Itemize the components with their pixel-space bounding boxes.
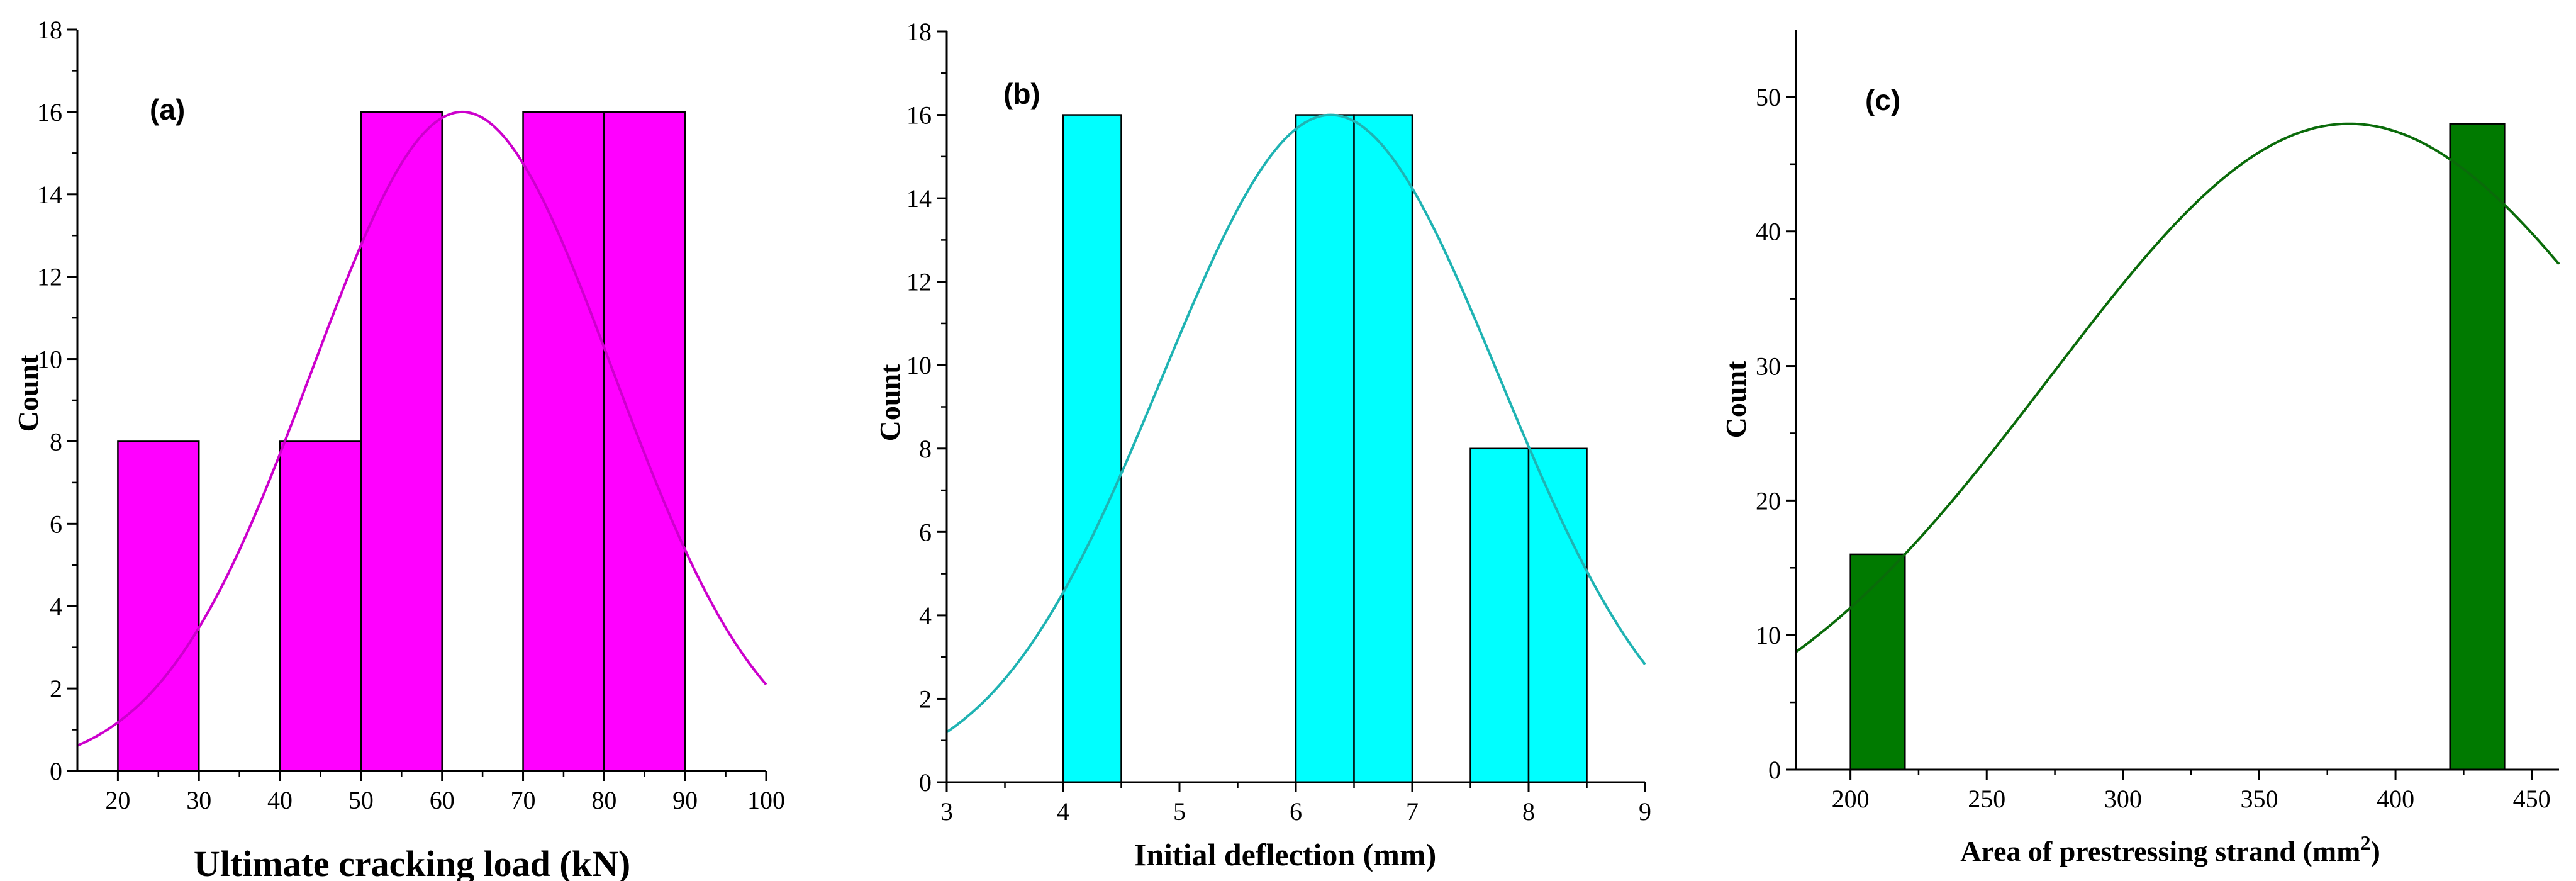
panel-label: (c)	[1865, 84, 1900, 116]
x-tick-label: 3	[940, 797, 953, 826]
x-axis-title-superscript: 2	[2360, 831, 2370, 854]
normal-fit-curve	[945, 113, 1646, 734]
y-tick-label: 8	[50, 427, 62, 456]
x-ticks: 3 4 5 6 7 8 9	[940, 782, 1651, 826]
bars	[117, 111, 686, 772]
bars	[1849, 123, 2506, 771]
bar-4	[603, 111, 686, 772]
panel-c: 200 250 300 350 400 450 0 10 20 30 40 50 (c) Area …	[1720, 30, 2560, 867]
y-tick-label: 20	[1756, 486, 1781, 515]
bar-2	[1353, 114, 1413, 783]
y-tick-label: 16	[37, 98, 62, 126]
bar-2	[360, 111, 443, 772]
y-ticks: 0 2 4 6 8 10 12 14 16 18	[37, 16, 77, 785]
bars	[1062, 114, 1588, 783]
x-ticks: 200 250 300 350 400 450	[1832, 770, 2551, 813]
x-axis-title-end: )	[2370, 835, 2380, 867]
axes	[1795, 30, 2559, 771]
bar-0	[1849, 553, 1906, 771]
y-tick-label: 40	[1756, 218, 1781, 246]
y-axis-title: Count	[874, 364, 906, 441]
x-tick-label: 7	[1406, 797, 1419, 826]
y-tick-label: 8	[919, 435, 932, 463]
x-tick-label: 6	[1290, 797, 1302, 826]
bar-0	[1062, 114, 1122, 783]
x-tick-label: 5	[1173, 797, 1186, 826]
y-tick-label: 14	[37, 181, 62, 209]
x-axis-title: Initial deflection (mm)	[1134, 837, 1436, 872]
x-tick-label: 50	[348, 786, 374, 814]
y-tick-label: 0	[1768, 756, 1781, 784]
y-tick-label: 12	[906, 268, 932, 296]
x-tick-label: 350	[2240, 785, 2278, 813]
x-tick-label: 40	[267, 786, 293, 814]
bar-1	[279, 441, 362, 772]
y-axis-title: Count	[1720, 361, 1752, 438]
y-tick-label: 10	[37, 345, 62, 374]
bar-3	[1469, 447, 1530, 783]
x-tick-label: 100	[747, 786, 785, 814]
y-ticks: 0 10 20 30 40 50	[1756, 83, 1796, 784]
x-tick-label: 60	[430, 786, 455, 814]
y-axis-title: Count	[12, 354, 44, 432]
x-tick-label: 450	[2513, 785, 2551, 813]
y-tick-label: 14	[906, 184, 932, 213]
y-tick-label: 6	[50, 510, 62, 538]
y-tick-label: 10	[906, 351, 932, 379]
y-tick-label: 2	[919, 685, 932, 713]
bar-1	[1295, 114, 1355, 783]
bar-3	[522, 111, 605, 772]
x-tick-label: 200	[1832, 785, 1870, 813]
panel-label: (b)	[1003, 77, 1040, 110]
x-axis-title: Ultimate cracking load (kN)	[194, 843, 630, 881]
y-tick-label: 16	[906, 101, 932, 130]
x-tick-label: 4	[1057, 797, 1069, 826]
x-ticks: 20 30 40 50 60 70 80 90 100	[105, 771, 785, 814]
x-tick-label: 70	[511, 786, 536, 814]
x-tick-label: 400	[2377, 785, 2414, 813]
y-tick-label: 10	[1756, 621, 1781, 649]
y-tick-label: 0	[50, 757, 62, 785]
y-tick-label: 4	[919, 602, 932, 630]
x-tick-label: 90	[672, 786, 698, 814]
normal-fit-curve	[1795, 122, 2560, 653]
x-tick-label: 80	[591, 786, 616, 814]
y-tick-label: 18	[906, 18, 932, 46]
x-tick-label: 250	[1968, 785, 2005, 813]
panel-label: (a)	[150, 93, 185, 126]
y-tick-label: 50	[1756, 83, 1781, 111]
y-tick-label: 6	[919, 518, 932, 546]
bar-4	[1527, 447, 1588, 783]
x-tick-label: 20	[105, 786, 130, 814]
y-tick-label: 0	[919, 768, 932, 797]
x-tick-label: 9	[1639, 797, 1651, 826]
x-tick-label: 30	[186, 786, 211, 814]
y-tick-label: 2	[50, 675, 62, 703]
panel-b: 3 4 5 6 7 8 9 0 2 4 6 8 10 12 14 16 18 (b) Initial defl…	[874, 18, 1651, 872]
bar-1	[2449, 123, 2506, 771]
y-ticks: 0 2 4 6 8 10 12 14 16 18	[906, 18, 947, 797]
x-axis-title: Area of prestressing strand (mm2)	[1960, 831, 2380, 867]
x-axis-title-main: Area of prestressing strand (mm	[1960, 835, 2360, 867]
y-tick-label: 30	[1756, 352, 1781, 381]
bar-0	[117, 441, 200, 772]
y-tick-label: 18	[37, 16, 62, 44]
y-tick-label: 4	[50, 592, 62, 620]
x-tick-label: 8	[1522, 797, 1535, 826]
x-tick-label: 300	[2104, 785, 2142, 813]
normal-fit-curve	[77, 110, 767, 747]
y-tick-label: 12	[37, 263, 62, 291]
